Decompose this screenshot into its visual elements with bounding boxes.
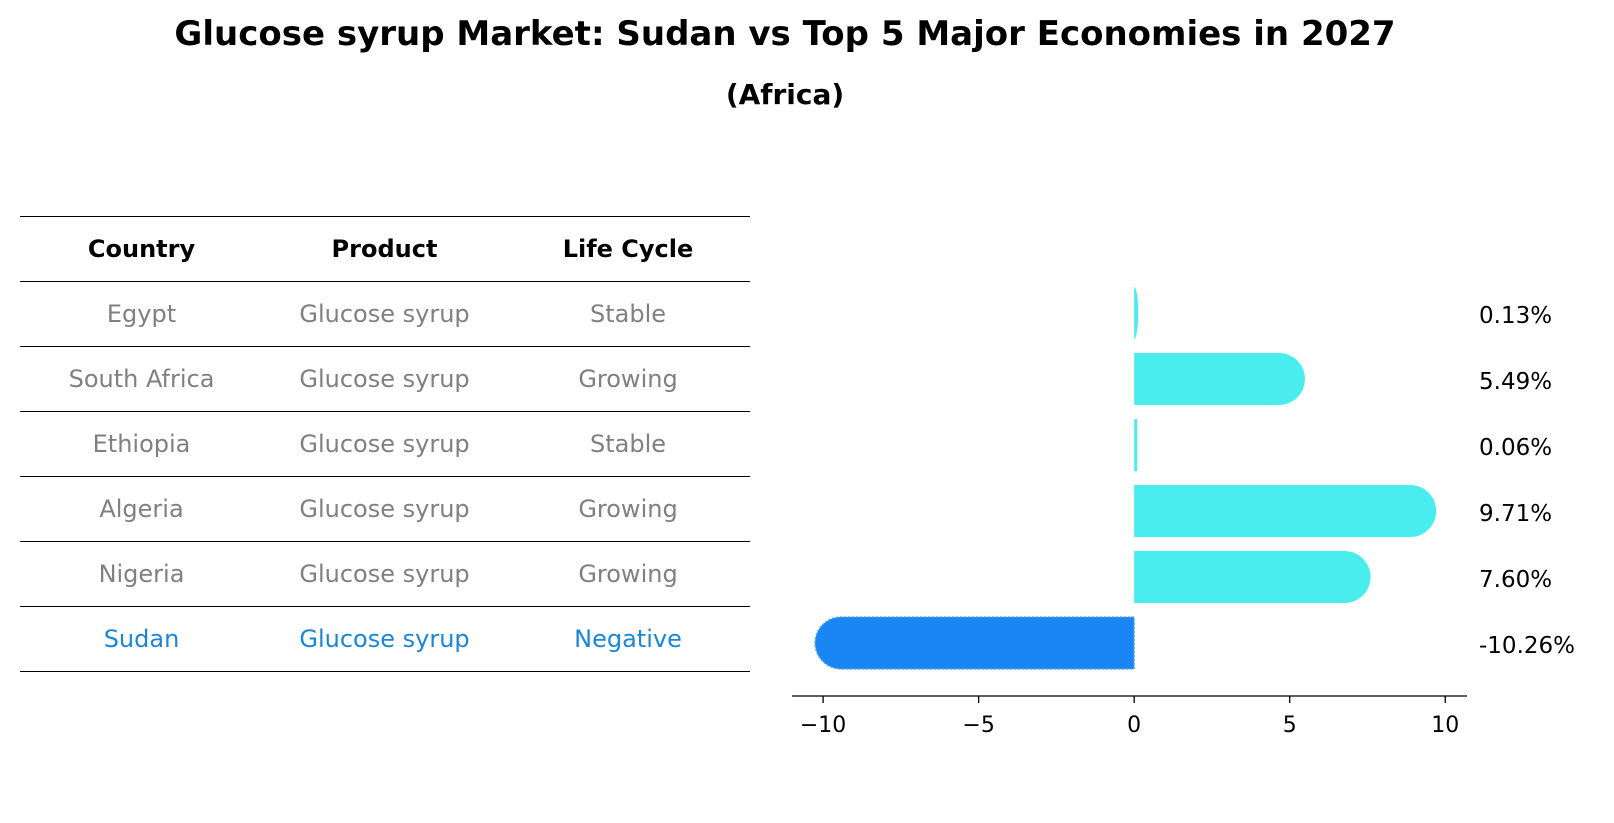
column-header-life-cycle: Life Cycle — [562, 235, 694, 263]
product-cell: Glucose syrup — [299, 495, 470, 523]
table-row-highlighted: Sudan Glucose syrup Negative — [20, 606, 750, 672]
bar-nigeria — [1134, 551, 1371, 603]
table-header-row: Country Product Life Cycle — [20, 216, 750, 281]
product-cell: Glucose syrup — [299, 625, 470, 653]
bar-ethiopia — [1134, 419, 1138, 471]
country-cell: South Africa — [68, 365, 215, 393]
table-row: South Africa Glucose syrup Growing — [20, 346, 750, 411]
life-cycle-cell: Negative — [574, 625, 682, 653]
country-cell: Sudan — [103, 625, 180, 653]
product-cell: Glucose syrup — [299, 430, 470, 458]
table-row: Nigeria Glucose syrup Growing — [20, 541, 750, 606]
bar-egypt — [1134, 287, 1139, 339]
bar-sudan — [814, 616, 1135, 670]
x-tick-label: −5 — [962, 713, 994, 738]
country-cell: Algeria — [99, 495, 184, 523]
bar-algeria — [1134, 485, 1437, 537]
value-label: 9.71% — [1479, 501, 1552, 527]
chart-title: Glucose syrup Market: Sudan vs Top 5 Maj… — [174, 14, 1396, 54]
chart-subtitle: (Africa) — [725, 78, 845, 111]
product-cell: Glucose syrup — [299, 365, 470, 393]
value-label: 5.49% — [1479, 369, 1552, 395]
product-cell: Glucose syrup — [299, 300, 470, 328]
value-label: 7.60% — [1479, 567, 1552, 593]
bar-south-africa — [1134, 353, 1305, 405]
country-cell: Ethiopia — [92, 430, 191, 458]
column-header-product: Product — [331, 235, 438, 263]
country-cell: Egypt — [106, 300, 177, 328]
x-tick-label: 5 — [1283, 713, 1297, 738]
product-cell: Glucose syrup — [299, 560, 470, 588]
table-row: Ethiopia Glucose syrup Stable — [20, 411, 750, 476]
life-cycle-cell: Growing — [578, 560, 678, 588]
comparison-table: Country Product Life Cycle Egypt Glucose… — [20, 216, 750, 672]
x-tick-label: 0 — [1127, 713, 1141, 738]
life-cycle-cell: Stable — [589, 300, 667, 328]
table-row: Egypt Glucose syrup Stable — [20, 281, 750, 346]
value-label: 0.06% — [1479, 435, 1552, 461]
x-tick-label: 10 — [1431, 713, 1459, 738]
life-cycle-cell: Growing — [578, 495, 678, 523]
column-header-country: Country — [87, 235, 196, 263]
table-row: Algeria Glucose syrup Growing — [20, 476, 750, 541]
value-label: 0.13% — [1479, 303, 1552, 329]
x-tick-label: −10 — [800, 713, 846, 738]
value-label: -10.26% — [1479, 633, 1575, 659]
life-cycle-cell: Stable — [589, 430, 667, 458]
country-cell: Nigeria — [98, 560, 185, 588]
life-cycle-cell: Growing — [578, 365, 678, 393]
